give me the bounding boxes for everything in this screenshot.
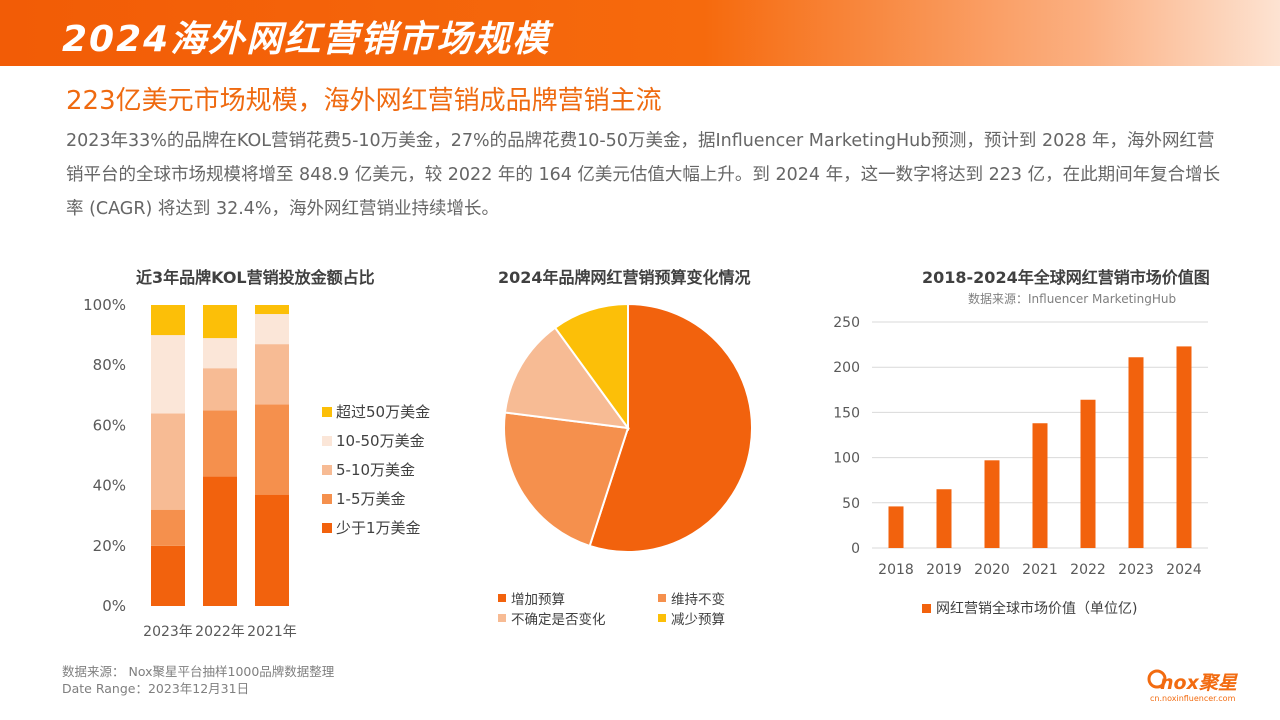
bar: [1032, 423, 1048, 548]
bar-segment: [255, 344, 289, 405]
market-value-bar-chart: 0 50 100 150 200 250 2018 2019 2020 2021 2022 2023 2…: [833, 315, 1208, 578]
legend-swatch: [322, 522, 332, 533]
bar: [888, 506, 904, 548]
chart1-legend: 超过50万美金 10-50万美金 5-10万美金 1-5万美金 少于1万美金: [322, 397, 430, 542]
legend-label: 超过50万美金: [336, 403, 431, 421]
legend-swatch: [322, 435, 332, 446]
x-tick-label: 2020: [974, 562, 1010, 578]
bar: [1080, 399, 1096, 548]
y-tick-label: 0%: [102, 597, 126, 615]
x-tick-label: 2022年: [195, 624, 245, 640]
chart2-legend: 增加预算 维持不变不确定是否变化 减少预算: [498, 589, 748, 628]
legend-swatch: [498, 614, 506, 622]
x-tick-label: 2024: [1166, 562, 1202, 578]
x-tick-label: 2023: [1118, 562, 1154, 578]
intro-paragraph: 2023年33%的品牌在KOL营销花费5-10万美金，27%的品牌花费10-50…: [66, 131, 1221, 219]
legend-swatch: [322, 493, 332, 504]
legend-label: 5-10万美金: [336, 461, 416, 479]
header-banner: 2024海外网红营销市场规模: [0, 0, 1280, 66]
chart1-title: 近3年品牌KOL营销投放金额占比: [136, 268, 375, 287]
bar-segment: [203, 368, 237, 411]
y-tick-label: 50: [842, 496, 860, 512]
bar-segment: [255, 305, 289, 315]
logo-url: cn.noxinfluencer.com: [1150, 694, 1236, 703]
bar-segment: [151, 413, 185, 510]
legend-swatch: [658, 614, 666, 622]
y-tick-label: 200: [833, 360, 860, 376]
legend-item: 不确定是否变化: [498, 609, 658, 628]
legend-item: 维持不变: [658, 589, 748, 608]
pie-slice: [553, 302, 629, 432]
legend-label: 不确定是否变化: [511, 612, 606, 628]
legend-swatch: [322, 406, 332, 417]
legend-item: 增加预算: [498, 589, 658, 608]
bar-segment: [151, 335, 185, 414]
y-tick-label: 80%: [93, 356, 126, 374]
legend-swatch: [498, 594, 506, 602]
bar: [1128, 357, 1144, 548]
bar-segment: [151, 509, 185, 546]
y-tick-label: 40%: [93, 477, 126, 495]
legend-swatch: [658, 594, 666, 602]
logo-text: nox聚星: [1160, 672, 1237, 694]
stacked-bar-chart: 0% 20% 40% 60% 80% 100% 2023年 2022年 2021年: [83, 296, 297, 640]
y-tick-label: 20%: [93, 537, 126, 555]
chart3-subtitle: 数据来源：Influencer MarketingHub: [968, 292, 1177, 306]
legend-label: 网红营销全球市场价值（单位亿): [936, 601, 1138, 617]
x-tick-label: 2019: [926, 562, 962, 578]
bar-segment: [203, 410, 237, 477]
pie-slice: [503, 411, 630, 548]
chart3-legend: 网红营销全球市场价值（单位亿): [922, 598, 1137, 618]
bar-segment: [255, 404, 289, 495]
bar-segment: [203, 305, 237, 339]
bar: [936, 489, 952, 548]
legend-label: 10-50万美金: [336, 432, 425, 450]
y-tick-label: 100: [833, 451, 860, 467]
nox-logo: nox聚星 cn.noxinfluencer.com: [1146, 664, 1246, 708]
x-tick-label: 2021年: [247, 624, 297, 640]
legend-item: 10-50万美金: [322, 426, 430, 455]
legend-label: 减少预算: [671, 612, 725, 628]
x-tick-label: 2023年: [143, 624, 193, 640]
bar-segment: [203, 476, 237, 606]
page-subtitle: 223亿美元市场规模，海外网红营销成品牌营销主流: [66, 86, 662, 116]
bar: [984, 460, 1000, 548]
y-tick-label: 100%: [83, 296, 126, 314]
legend-item: 少于1万美金: [322, 513, 430, 542]
x-tick-label: 2018: [878, 562, 914, 578]
y-tick-label: 150: [833, 405, 860, 421]
page-title: 2024海外网红营销市场规模: [62, 19, 551, 60]
legend-item: 5-10万美金: [322, 455, 430, 484]
x-tick-label: 2022: [1070, 562, 1106, 578]
pie-slice: [503, 326, 631, 430]
legend-item: 减少预算: [658, 609, 748, 628]
logo-ring-icon: [1147, 669, 1167, 689]
legend-swatch: [922, 603, 931, 613]
chart2-title: 2024年品牌网红营销预算变化情况: [498, 268, 751, 287]
bar-segment: [255, 314, 289, 345]
source-line: 数据来源： Nox聚星平台抽样1000品牌数据整理: [62, 664, 335, 679]
bar-segment: [151, 545, 185, 606]
bar-segment: [255, 494, 289, 606]
chart3-title: 2018-2024年全球网红营销市场价值图: [922, 268, 1210, 287]
date-range-line: Date Range：2023年12月31日: [62, 681, 250, 696]
y-tick-label: 0: [851, 541, 860, 557]
legend-label: 1-5万美金: [336, 490, 406, 508]
legend-item: 超过50万美金: [322, 397, 430, 426]
bar-segment: [203, 338, 237, 369]
legend-item: 1-5万美金: [322, 484, 430, 513]
data-source-note: 数据来源： Nox聚星平台抽样1000品牌数据整理 Date Range：202…: [62, 663, 334, 697]
y-tick-label: 250: [833, 315, 860, 331]
legend-label: 维持不变: [671, 592, 725, 608]
x-tick-label: 2021: [1022, 562, 1058, 578]
y-tick-label: 60%: [93, 416, 126, 434]
legend-swatch: [322, 464, 332, 475]
bar-segment: [151, 305, 185, 336]
bar: [1176, 346, 1192, 548]
legend-label: 增加预算: [511, 592, 565, 608]
pie-slice: [588, 302, 753, 553]
legend-label: 少于1万美金: [336, 519, 421, 537]
pie-chart: [503, 302, 753, 553]
